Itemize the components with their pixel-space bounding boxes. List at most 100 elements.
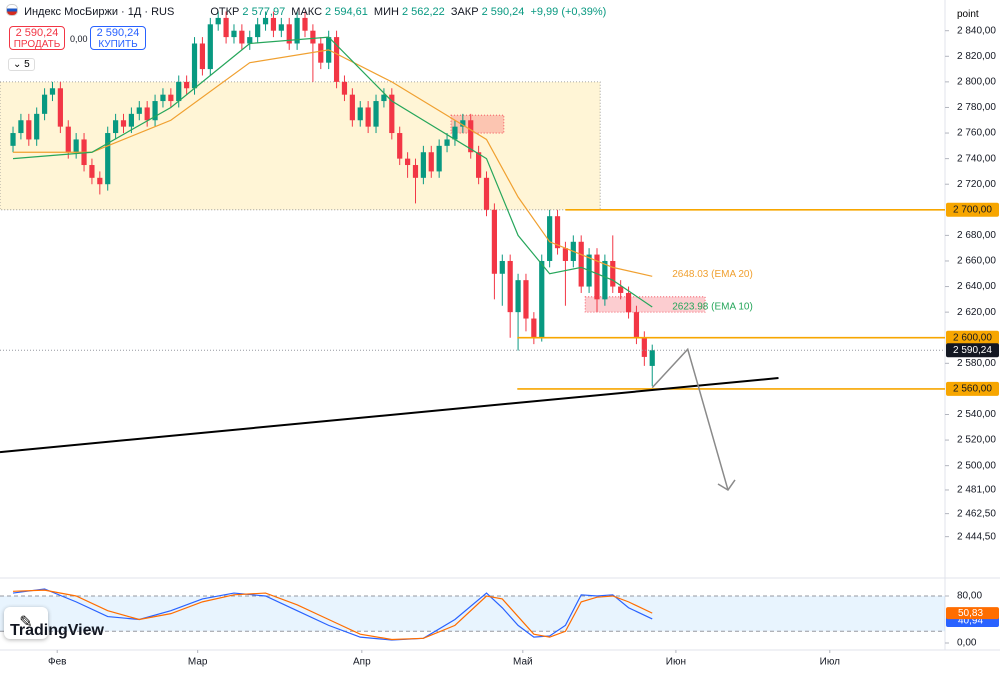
ema-label: 2648.03 (EMA 20) [672,269,753,280]
candle-body [113,120,119,134]
candle-body [49,88,56,95]
candle-body [420,152,426,178]
candle-body [144,107,150,121]
candle-body [531,318,537,338]
forecast-arrow [651,347,729,491]
osc-tag-label: 50,83 [958,608,983,619]
high-label: МАКС [291,6,323,18]
logo: TradingView [10,622,104,639]
spread: 0,00 [70,34,88,44]
y-tick-label: 80,00 [957,591,982,602]
candle-body [294,17,300,44]
low-value: 2 562,22 [401,6,445,18]
y-tick-label: 2 500,00 [957,460,996,471]
candle-body [341,81,348,95]
sell-price: 2 590,24 [15,27,59,39]
candle-body [491,209,497,274]
candle-body [310,30,316,44]
candle-body [562,248,569,261]
candle-body [483,177,490,210]
candle-body [499,260,505,274]
candle-body [128,113,134,127]
x-tick-label: Июн [666,657,686,668]
y-tick-label: 2 620,00 [957,307,996,318]
drawing-tool-button[interactable]: ✎ [4,607,48,639]
close-value: 2 590,24 [481,6,525,18]
candle-body [618,286,624,293]
zone [0,81,601,211]
level-tag [946,330,999,345]
y-tick-label: 2 820,00 [957,51,996,62]
y-tick-label: 2 680,00 [957,230,996,241]
candle-body [507,260,513,313]
close-label: ЗАКР [450,6,479,18]
x-tick-label: Фев [48,657,66,668]
buy-price: 2 590,24 [96,27,140,39]
buy-button[interactable]: 2 590,24 КУПИТЬ [90,26,146,50]
candle-body [239,30,245,44]
candle-body [412,165,419,178]
indicators-toggle[interactable]: ⌄ 5 [8,58,35,71]
level-tag [946,202,999,217]
candle-body [89,165,95,178]
sell-button[interactable]: 2 590,24 ПРОДАТЬ [9,26,65,50]
candle-body [278,24,284,31]
x-tick-label: Апр [353,657,371,668]
level-tag-label: 2 560,00 [953,384,992,395]
candle-body [578,241,584,287]
y-tick-label: 2 540,00 [957,409,996,420]
trendline [0,377,779,454]
candle-body [318,43,324,63]
y-tick-label: 2 780,00 [957,102,996,113]
candle-body [547,216,553,261]
candle-body [428,152,434,172]
low-label: МИН [373,6,399,18]
candle-body [160,94,166,102]
price-tag [946,343,999,358]
candle-body [389,94,395,134]
open-label: ОТКР [210,6,240,18]
candle-body [191,43,198,89]
candle-body [184,81,190,89]
candle-body [444,139,450,146]
price-axis [945,0,1000,650]
candle-body [26,120,32,140]
candle-body [602,260,608,300]
ema-line [12,36,653,308]
osc-line [12,589,653,641]
candle-body [333,37,340,82]
high-value: 2 594,61 [325,6,368,18]
axis-unit: point [957,9,979,20]
candle-body [152,101,158,121]
ema-label: 2623.98 (EMA 10) [672,302,753,313]
y-tick-label: 2 800,00 [957,77,996,88]
candle-body [539,260,545,338]
y-tick-label: 2 481,00 [957,485,996,496]
y-tick-label: 2 580,00 [957,358,996,369]
candle-body [176,81,182,102]
symbol-title: Индекс МосБиржи · 1Д · RUS [24,6,175,18]
candle-body [436,145,442,172]
change: +9,99 (+0,39%) [530,6,607,18]
candle-body [199,43,206,70]
candle-body [365,107,371,127]
candle-body [515,280,521,313]
y-tick-label: 0,00 [957,638,977,649]
candle-body [270,17,277,31]
candle-body [523,280,529,319]
level-tag-label: 2 700,00 [953,204,992,215]
y-tick-label: 2 660,00 [957,256,996,267]
candle-body [223,17,229,38]
sell-label: ПРОДАТЬ [13,39,61,50]
osc-band [0,596,945,632]
y-tick-label: 2 760,00 [957,128,996,139]
candle-body [452,126,458,140]
candle-body [357,107,363,121]
candle-body [65,126,71,153]
osc-tag-label: 40,94 [958,616,983,627]
flag [6,4,18,16]
x-tick-label: Май [513,657,533,668]
indicator-count: 5 [24,59,30,70]
arrow-head [717,479,736,491]
